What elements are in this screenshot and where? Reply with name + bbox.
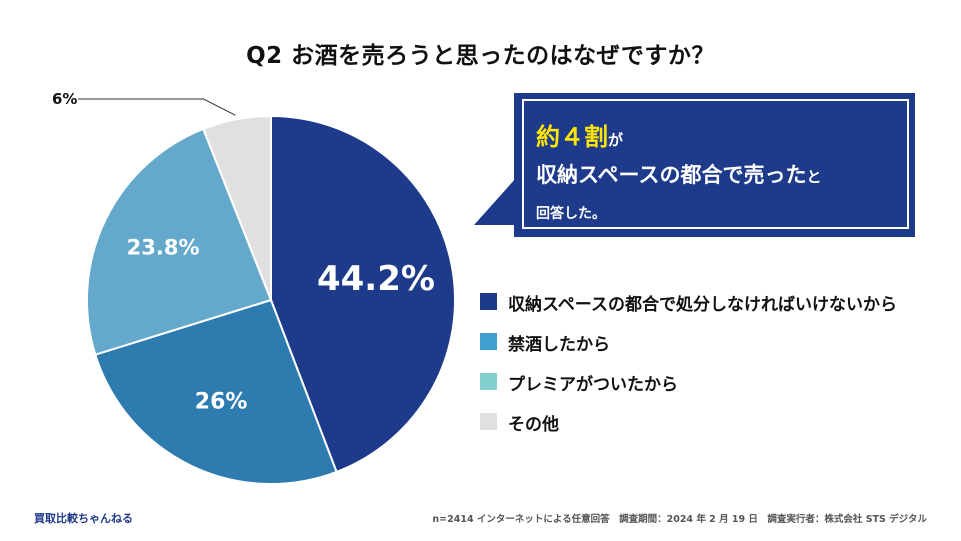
footer-brand: 買取比較ちゃんねる	[34, 512, 133, 525]
slice-value-label: 23.8%	[127, 235, 200, 259]
callout-suffix: が	[608, 131, 624, 149]
legend-label: 収納スペースの都合で処分しなければいけないから	[508, 295, 897, 315]
legend-swatch	[480, 373, 497, 390]
pie-slice	[94, 298, 338, 485]
slice-value-label: 6%	[52, 90, 77, 108]
legend-swatch	[480, 293, 497, 310]
callout-pointer	[474, 178, 516, 225]
slice-value-label: 26%	[195, 390, 248, 415]
legend-swatch	[480, 333, 497, 350]
footer-note: n=2414 インターネットによる任意回答 調査期間：2024 年 2 月 19…	[432, 514, 927, 525]
callout-line2-suffix: と	[806, 168, 822, 186]
pie-slice	[201, 114, 272, 301]
callout-line3: 回答した。	[536, 206, 606, 222]
leader-line	[78, 98, 236, 116]
legend-label: プレミアがついたから	[508, 375, 678, 395]
pie-slice	[270, 114, 457, 474]
callout-highlight: 約４割	[536, 123, 608, 151]
legend-label: 禁酒したから	[508, 335, 610, 355]
callout-line1: 約４割が	[536, 117, 623, 152]
callout-border	[522, 99, 909, 229]
callout-line2: 収納スペースの都合で売ったと	[536, 159, 822, 189]
callout-box: 約４割が 収納スペースの都合で売ったと 回答した。	[514, 93, 915, 237]
slice-value-label: 44.2%	[317, 259, 435, 299]
legend-label: その他	[508, 415, 559, 435]
chart-title: Q2 お酒を売ろうと思ったのはなぜですか？	[246, 43, 715, 69]
legend-swatch	[480, 413, 497, 430]
callout-line2-text: 収納スペースの都合で売った	[536, 163, 807, 187]
